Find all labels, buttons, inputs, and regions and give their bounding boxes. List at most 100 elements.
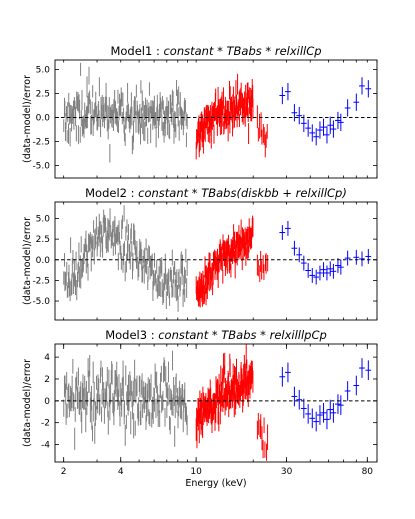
data-point	[324, 265, 330, 281]
y-tick-label: 0	[44, 397, 50, 407]
data-point	[365, 249, 372, 264]
data-point	[330, 120, 337, 138]
data-point	[300, 255, 307, 271]
data-point	[320, 403, 327, 423]
x-tick-label: 10	[190, 467, 202, 477]
data-point	[359, 251, 365, 267]
panel-title-model: constant * TBabs * relxillCp	[163, 44, 321, 58]
data-point	[359, 77, 365, 95]
series-4	[279, 77, 372, 146]
data-point	[337, 259, 344, 275]
data-point	[327, 261, 334, 277]
panel-1: Model1 : constant * TBabs * relxillCp -5.…	[22, 44, 378, 179]
data-point	[279, 225, 286, 240]
data-point	[296, 247, 303, 263]
y-axis-label: (data-model)/error	[22, 75, 33, 163]
data-point	[296, 389, 303, 410]
data-point	[344, 250, 351, 266]
x-tick-label: 4	[118, 467, 124, 477]
data-layer	[63, 205, 372, 312]
data-point	[309, 124, 316, 142]
panel-title-prefix: Model3 :	[105, 328, 158, 342]
data-point	[320, 262, 327, 278]
data-point	[317, 405, 323, 425]
y-tick-label: 2.5	[36, 235, 50, 245]
y-tick-label: 5.0	[36, 66, 51, 76]
panel-title-prefix: Model1 :	[110, 44, 163, 58]
data-point	[279, 366, 286, 387]
panel-title-model: constant * TBabs * relxilllpCp	[158, 328, 327, 342]
y-axis-label: (data-model)/error	[22, 359, 33, 447]
data-point	[337, 113, 344, 131]
plot-frame	[54, 343, 378, 463]
series-1	[63, 350, 188, 450]
data-point	[327, 116, 334, 134]
panel-title: Model3 : constant * TBabs * relxilllpCp	[105, 328, 327, 342]
y-tick-label: -2.5	[32, 276, 50, 286]
data-point	[353, 93, 360, 111]
data-point	[335, 258, 341, 273]
series-3	[256, 251, 269, 282]
series-4	[279, 220, 372, 285]
data-point	[335, 111, 341, 130]
data-point	[365, 360, 372, 381]
data-point	[317, 121, 323, 139]
series-2	[195, 215, 254, 308]
y-tick-label: -4	[41, 441, 50, 451]
data-point	[285, 362, 291, 383]
series-2	[195, 73, 254, 160]
data-point	[296, 107, 303, 125]
data-point	[305, 263, 311, 278]
data-layer	[63, 344, 372, 461]
panel-title: Model1 : constant * TBabs * relxillCp	[110, 44, 321, 58]
data-point	[305, 119, 311, 137]
panel-2: Model2 : constant * TBabs(diskbb + relxi…	[22, 186, 378, 321]
data-point	[330, 263, 337, 279]
data-point	[320, 118, 327, 136]
x-tick-label: 80	[362, 467, 374, 477]
data-point	[313, 269, 320, 285]
data-point	[309, 268, 316, 283]
y-tick-label: 0.0	[36, 256, 51, 266]
data-point	[353, 375, 360, 396]
y-tick-label: -5.0	[32, 162, 50, 172]
data-point	[335, 394, 341, 414]
x-axis-label: Energy (keV)	[185, 478, 246, 489]
data-point	[337, 395, 344, 416]
y-tick-label: 2.5	[36, 90, 50, 100]
data-point	[291, 240, 298, 256]
panel-3: Model3 : constant * TBabs * relxilllpCp -…	[22, 328, 378, 489]
data-point	[317, 265, 323, 281]
data-point	[305, 404, 311, 424]
data-point	[327, 399, 334, 420]
data-point	[309, 408, 316, 429]
y-tick-label: 2	[44, 375, 50, 385]
data-point	[365, 80, 372, 98]
data-point	[359, 358, 365, 378]
plot-frame	[54, 201, 378, 321]
data-point	[344, 381, 351, 401]
y-tick-label: -2.5	[32, 138, 50, 148]
y-tick-label: 5.0	[36, 215, 51, 225]
data-point	[285, 83, 291, 101]
series-2	[195, 344, 254, 449]
data-point	[291, 386, 298, 407]
data-point	[324, 126, 330, 144]
data-point	[353, 249, 360, 265]
x-tick-label: 2	[61, 467, 67, 477]
data-point	[313, 411, 320, 432]
series-1	[63, 62, 188, 163]
panel-title-model: constant * TBabs(diskbb + relxillCp)	[138, 186, 347, 200]
data-point	[285, 220, 291, 236]
data-point	[344, 99, 351, 117]
data-point	[300, 398, 307, 419]
series-3	[256, 105, 268, 158]
data-point	[313, 128, 320, 146]
series-1	[63, 205, 188, 312]
panel-title-prefix: Model2 :	[85, 186, 138, 200]
data-layer	[63, 62, 372, 163]
y-axis-label: (data-model)/error	[22, 217, 33, 305]
y-tick-label: 0.0	[36, 114, 51, 124]
panel-title: Model2 : constant * TBabs(diskbb + relxi…	[85, 186, 347, 200]
